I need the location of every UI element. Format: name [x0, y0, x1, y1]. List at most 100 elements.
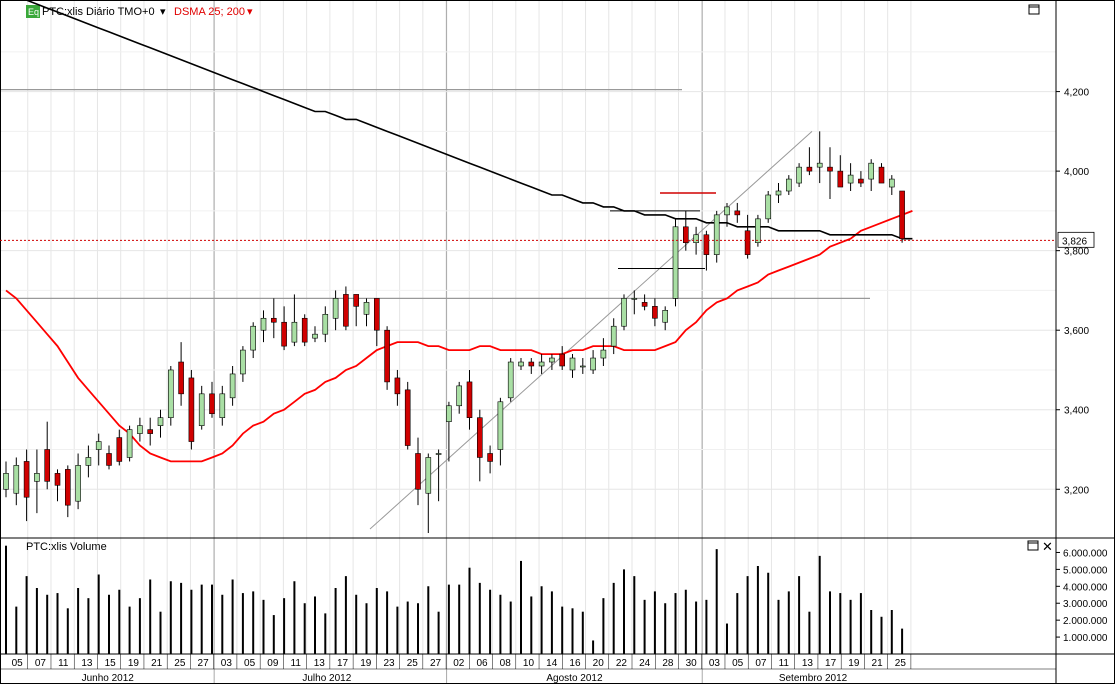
candle-up	[868, 162, 875, 180]
candle-up	[538, 361, 545, 367]
candle-up	[240, 349, 246, 375]
volume-tick-label: 2.000.000	[1063, 616, 1108, 627]
candle-up	[168, 369, 174, 418]
candle-up	[847, 174, 854, 184]
moving-averages	[5, 0, 913, 463]
candle-down	[827, 166, 833, 172]
candle-up	[229, 373, 236, 399]
candle-up	[569, 357, 576, 371]
price-panel-title[interactable]: PTC:xlis Diário TMO+0	[42, 6, 155, 18]
candle-up	[435, 453, 442, 455]
date-tick-label: 13	[81, 658, 93, 669]
date-tick-label: 07	[755, 658, 767, 669]
candle-up	[250, 325, 256, 351]
candle-up	[549, 357, 555, 363]
title-dropdown-icon[interactable]: ▾	[160, 6, 166, 18]
candle-down	[106, 453, 112, 466]
date-tick-label: 11	[779, 658, 790, 669]
candle-down	[373, 298, 380, 331]
candle-down	[270, 317, 277, 323]
sma200-line	[24, 0, 913, 240]
candle-up	[3, 473, 9, 490]
volume-tick-label: 4.000.000	[1063, 582, 1108, 593]
candle-up	[590, 357, 596, 371]
date-tick-label: 30	[686, 658, 698, 669]
maximize-price-panel-icon[interactable]	[1028, 4, 1040, 15]
candle-down	[528, 361, 535, 367]
volume-tick-label: 6.000.000	[1063, 548, 1108, 559]
candle-up	[693, 234, 699, 244]
candle-down	[837, 170, 844, 188]
date-tick-label: 28	[662, 658, 674, 669]
date-tick-label: 20	[593, 658, 605, 669]
drawings	[0, 88, 870, 530]
month-label: Setembro 2012	[779, 673, 848, 684]
candle-up	[137, 425, 143, 434]
candle-down	[652, 306, 658, 319]
price-tick-label: 4,000	[1064, 167, 1089, 178]
date-tick-label: 19	[360, 658, 372, 669]
candle-up	[425, 457, 432, 494]
candle-up	[724, 206, 730, 216]
candle-down	[343, 294, 349, 327]
candle-up	[363, 302, 370, 315]
candle-down	[404, 389, 411, 446]
close-volume-panel-icon[interactable]: ✕	[1042, 539, 1053, 554]
candle-up	[507, 361, 514, 399]
price-tick-label: 3,600	[1064, 326, 1089, 337]
date-tick-label: 14	[546, 658, 558, 669]
candle-up	[157, 417, 164, 426]
candle-up	[332, 298, 339, 319]
candle-up	[497, 401, 504, 450]
candle-down	[806, 166, 813, 172]
candle-down	[188, 377, 195, 442]
candle-up	[312, 333, 318, 339]
date-tick-label: 17	[825, 658, 837, 669]
candle-down	[641, 302, 648, 307]
candle-down	[466, 381, 473, 418]
date-tick-label: 13	[314, 658, 326, 669]
candle-down	[178, 361, 184, 395]
date-tick-label: 17	[337, 658, 349, 669]
indicator-label[interactable]: DSMA 25; 200	[174, 6, 245, 18]
candle-up	[816, 162, 823, 168]
maximize-volume-panel-icon[interactable]	[1027, 540, 1039, 551]
candle-up	[610, 325, 617, 347]
candle-down	[301, 317, 308, 343]
candle-down	[487, 453, 493, 462]
candle-up	[600, 349, 607, 359]
date-tick-label: 05	[732, 658, 744, 669]
candle-down	[744, 230, 751, 255]
indicator-dropdown-icon[interactable]: ▾	[247, 6, 253, 18]
candle-down	[858, 178, 864, 184]
date-tick-label: 07	[35, 658, 47, 669]
candle-up	[785, 178, 792, 192]
candle-down	[23, 461, 30, 498]
uptrend-line	[369, 130, 813, 530]
candle-down	[147, 429, 153, 434]
candle-up	[456, 385, 463, 407]
date-tick-label: 13	[802, 658, 814, 669]
candle-up	[662, 310, 669, 323]
date-tick-label: 21	[151, 658, 163, 669]
candle-up	[713, 214, 720, 255]
candle-up	[775, 190, 782, 196]
price-tick-label: 3,800	[1064, 247, 1089, 258]
candle-up	[672, 226, 679, 299]
price-tick-label: 3,200	[1064, 485, 1089, 496]
candle-up	[621, 298, 627, 327]
date-tick-label: 02	[453, 658, 465, 669]
symbol-badge-label: Eq	[28, 7, 39, 17]
last-price-box	[1057, 231, 1095, 248]
volume-tick-label: 5.000.000	[1063, 565, 1108, 576]
candles	[3, 131, 905, 534]
date-tick-label: 03	[221, 658, 233, 669]
candle-down	[703, 234, 710, 255]
date-tick-label: 19	[848, 658, 860, 669]
candle-up	[755, 218, 761, 244]
symbol-badge[interactable]	[26, 5, 40, 18]
volume-tick-label: 1.000.000	[1063, 633, 1108, 644]
date-tick-label: 05	[244, 658, 256, 669]
candle-up	[446, 405, 452, 422]
month-label: Junho 2012	[82, 673, 135, 684]
